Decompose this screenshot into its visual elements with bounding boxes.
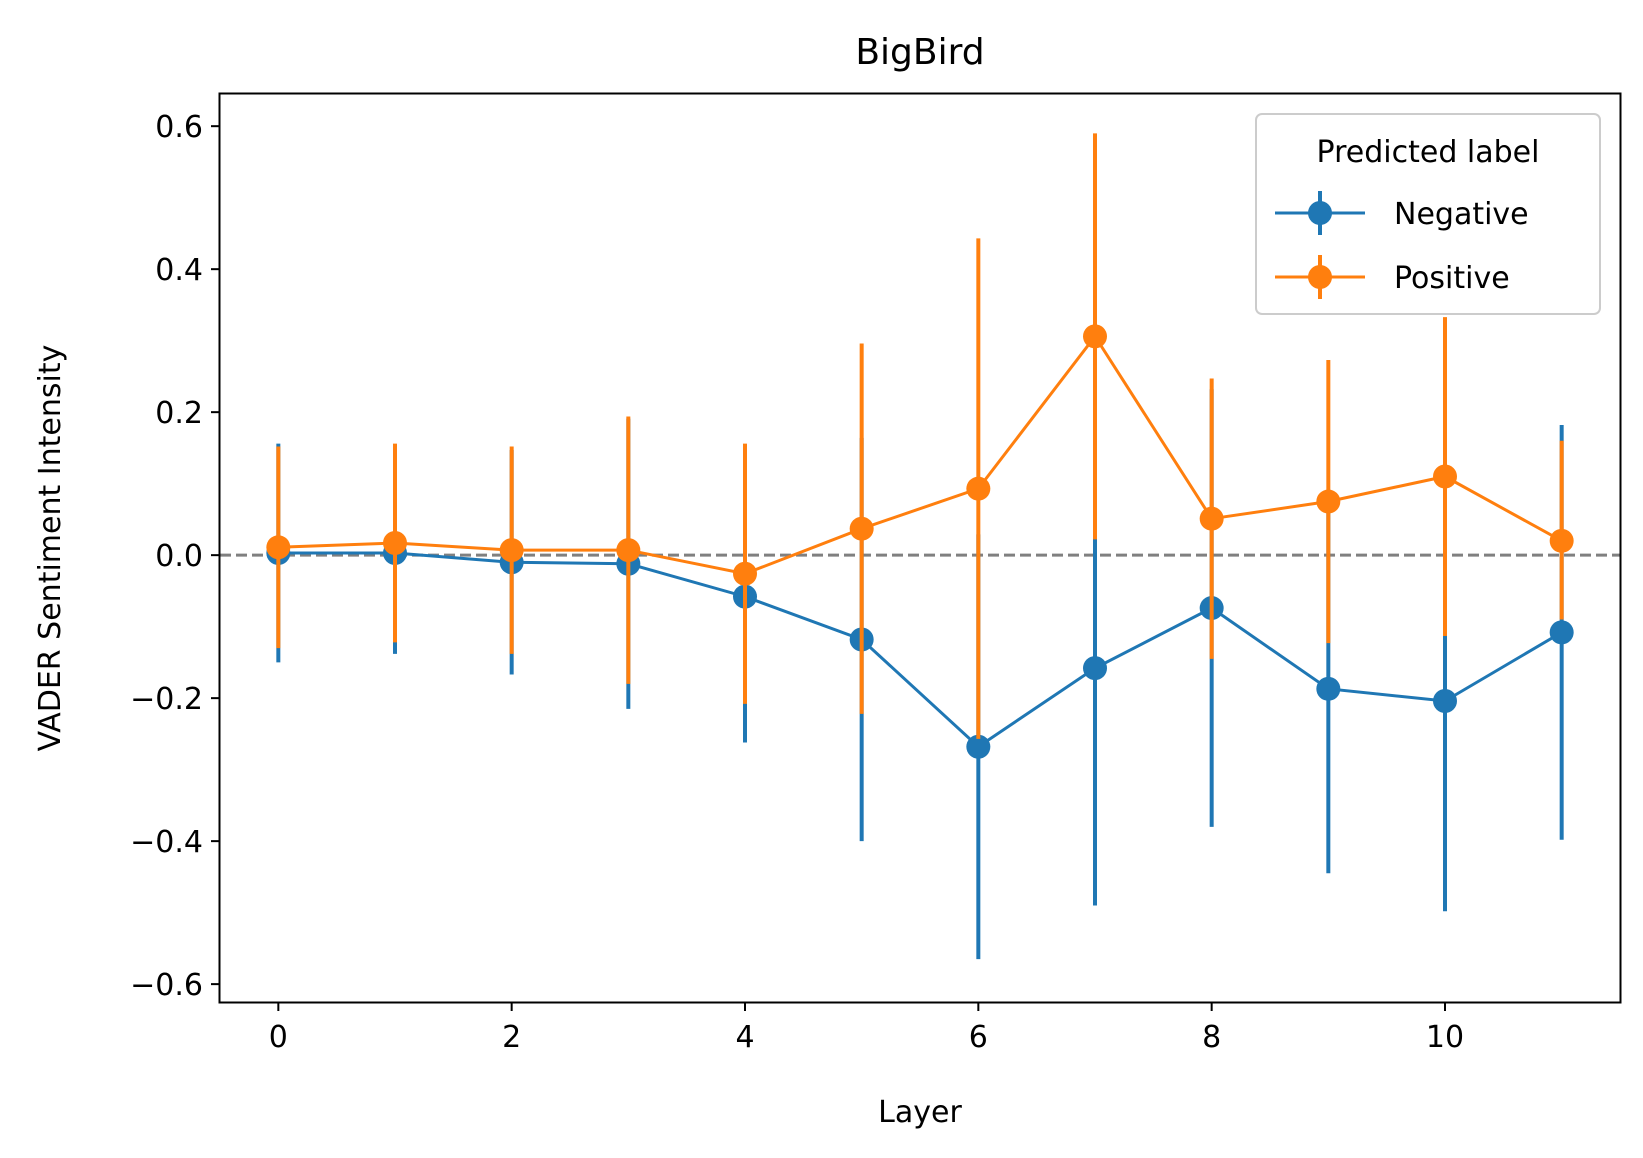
legend-label-positive: Positive	[1394, 261, 1510, 296]
positive-data-point	[616, 538, 641, 563]
x-axis-label: Layer	[878, 1095, 962, 1130]
negative-data-point	[966, 734, 991, 759]
legend-frame	[1255, 113, 1601, 315]
negative-data-point	[1316, 676, 1341, 701]
positive-data-point	[1433, 464, 1457, 489]
y-tick-label: 0.2	[155, 396, 203, 431]
positive-data-point	[733, 561, 757, 586]
positive-data-point	[849, 516, 874, 541]
legend-items: Negative Positive	[1275, 191, 1529, 299]
y-tick-label: −0.4	[130, 825, 203, 860]
positive-data-point	[1316, 489, 1341, 514]
negative-data-point	[1549, 620, 1574, 645]
positive-data-point	[1549, 528, 1574, 553]
negative-series-line	[278, 551, 1563, 749]
y-tick-label: 0.4	[155, 253, 203, 288]
positive-data-point	[499, 538, 524, 563]
legend-swatch-marker	[1308, 265, 1332, 289]
chart-title: BigBird	[855, 32, 984, 73]
y-tick-label: −0.2	[130, 682, 203, 717]
y-axis-label: VADER Sentiment Intensity	[33, 345, 68, 752]
legend: Predicted label Negative Positive	[1255, 113, 1601, 315]
x-tick-label: 4	[735, 1020, 754, 1055]
positive-data-point	[1199, 506, 1224, 531]
x-tick-label: 2	[502, 1020, 521, 1055]
y-tick-label: −0.6	[130, 968, 203, 1003]
x-tick-label: 6	[969, 1020, 988, 1055]
plot-frame	[218, 92, 1622, 1004]
axis-ticks: 0 2 4 6 8 10 −0.6 −0.4 −0.2 0.0 0.2 0.4 0.6	[130, 110, 1464, 1055]
legend-swatch-marker	[1308, 201, 1332, 225]
positive-data-point	[266, 535, 291, 560]
x-tick-label: 8	[1202, 1020, 1221, 1055]
x-tick-label: 0	[269, 1020, 288, 1055]
y-tick-label: 0.6	[155, 110, 203, 145]
positive-data-point	[966, 476, 991, 501]
negative-data-point	[1083, 656, 1107, 681]
series-positive	[266, 133, 1574, 739]
legend-title: Predicted label	[1317, 135, 1540, 170]
x-tick-label: 10	[1426, 1020, 1464, 1055]
legend-item-positive: Positive	[1275, 255, 1510, 299]
legend-label-negative: Negative	[1394, 197, 1529, 232]
plot-area	[220, 133, 1620, 960]
y-tick-label: 0.0	[155, 539, 203, 574]
positive-data-point	[383, 530, 407, 555]
negative-data-point	[1433, 689, 1457, 714]
positive-data-point	[1083, 324, 1107, 349]
legend-item-negative: Negative	[1275, 191, 1529, 235]
positive-series-line	[278, 333, 1563, 576]
